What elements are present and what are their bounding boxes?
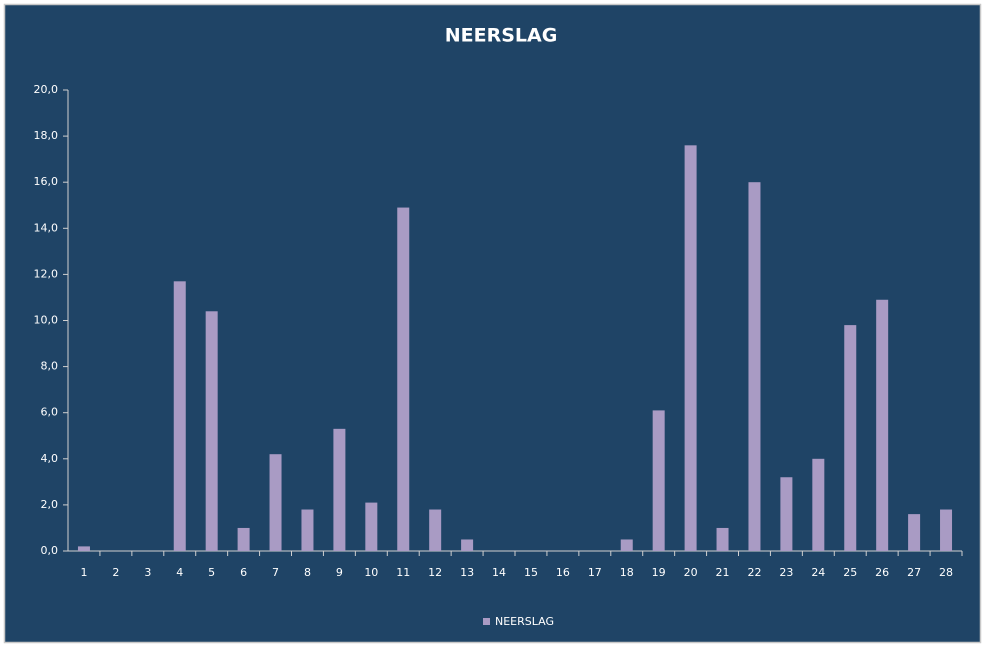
x-tick-label: 20 xyxy=(684,566,698,579)
y-tick-label: 10,0 xyxy=(34,314,59,327)
bar xyxy=(748,182,761,551)
y-tick-label: 4,0 xyxy=(41,452,59,465)
y-tick-label: 2,0 xyxy=(41,498,59,511)
bar xyxy=(684,145,697,551)
chart-background xyxy=(3,3,982,644)
bar xyxy=(365,502,378,551)
x-tick-label: 15 xyxy=(524,566,538,579)
x-tick-label: 5 xyxy=(208,566,215,579)
x-tick-label: 19 xyxy=(652,566,666,579)
x-tick-label: 3 xyxy=(144,566,151,579)
x-tick-label: 16 xyxy=(556,566,570,579)
y-tick-label: 0,0 xyxy=(41,544,59,557)
y-tick-label: 6,0 xyxy=(41,406,59,419)
x-tick-label: 8 xyxy=(304,566,311,579)
bar xyxy=(716,527,729,551)
bar xyxy=(461,539,474,551)
x-tick-label: 17 xyxy=(588,566,602,579)
bar xyxy=(173,281,186,551)
x-tick-label: 26 xyxy=(875,566,889,579)
x-tick-label: 21 xyxy=(716,566,730,579)
x-tick-label: 18 xyxy=(620,566,634,579)
y-tick-label: 18,0 xyxy=(34,129,59,142)
x-tick-label: 6 xyxy=(240,566,247,579)
y-tick-label: 14,0 xyxy=(34,221,59,234)
bar xyxy=(397,207,410,551)
y-tick-label: 8,0 xyxy=(41,360,59,373)
x-tick-label: 25 xyxy=(843,566,857,579)
bar xyxy=(812,458,825,551)
bar xyxy=(205,311,218,551)
bar xyxy=(908,514,921,551)
bar xyxy=(844,325,857,551)
x-tick-label: 9 xyxy=(336,566,343,579)
x-tick-label: 10 xyxy=(364,566,378,579)
x-tick-label: 2 xyxy=(112,566,119,579)
bar xyxy=(876,299,889,551)
bar xyxy=(652,410,665,551)
bar xyxy=(940,509,953,551)
bar xyxy=(780,477,793,551)
bar xyxy=(620,539,633,551)
x-tick-label: 13 xyxy=(460,566,474,579)
x-tick-label: 14 xyxy=(492,566,506,579)
y-tick-label: 12,0 xyxy=(34,267,59,280)
x-tick-label: 4 xyxy=(176,566,183,579)
x-tick-label: 11 xyxy=(396,566,410,579)
x-tick-label: 24 xyxy=(811,566,825,579)
bar xyxy=(269,454,282,551)
bar xyxy=(237,527,250,551)
chart-title: NEERSLAG xyxy=(445,25,558,47)
x-tick-label: 23 xyxy=(779,566,793,579)
x-tick-label: 27 xyxy=(907,566,921,579)
x-tick-label: 7 xyxy=(272,566,279,579)
x-tick-label: 28 xyxy=(939,566,953,579)
x-tick-label: 1 xyxy=(80,566,87,579)
x-tick-label: 22 xyxy=(747,566,761,579)
bar xyxy=(429,509,442,551)
y-tick-label: 20,0 xyxy=(34,83,59,96)
legend-swatch xyxy=(483,618,490,625)
bar xyxy=(301,509,314,551)
y-tick-label: 16,0 xyxy=(34,175,59,188)
x-tick-label: 12 xyxy=(428,566,442,579)
bar xyxy=(333,428,346,551)
bar xyxy=(77,546,90,551)
legend-label: NEERSLAG xyxy=(495,615,554,628)
